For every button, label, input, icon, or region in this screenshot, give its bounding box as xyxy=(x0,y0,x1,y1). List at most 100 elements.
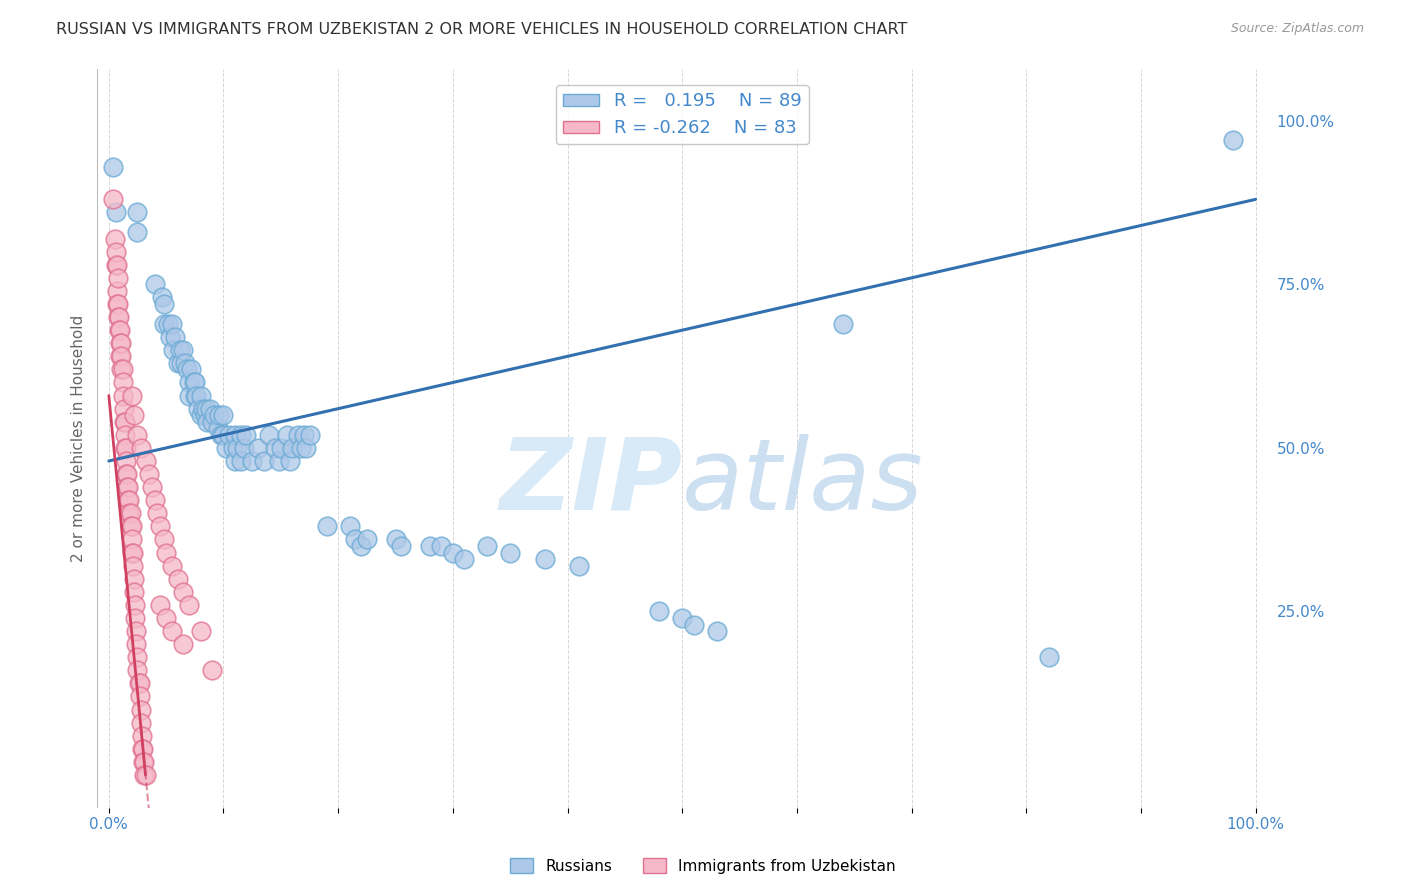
Point xyxy=(187,401,209,416)
Point xyxy=(221,441,243,455)
Point xyxy=(172,584,194,599)
Point xyxy=(287,427,309,442)
Point xyxy=(128,676,150,690)
Point xyxy=(110,362,132,376)
Point xyxy=(246,441,269,455)
Point xyxy=(115,480,138,494)
Point xyxy=(419,539,441,553)
Point xyxy=(122,572,145,586)
Point xyxy=(453,552,475,566)
Point xyxy=(184,388,207,402)
Point xyxy=(166,572,188,586)
Point xyxy=(117,480,139,494)
Point xyxy=(110,323,132,337)
Y-axis label: 2 or more Vehicles in Household: 2 or more Vehicles in Household xyxy=(72,315,86,562)
Point xyxy=(235,427,257,442)
Point xyxy=(270,441,292,455)
Point xyxy=(240,454,263,468)
Point xyxy=(267,454,290,468)
Point xyxy=(118,493,141,508)
Point xyxy=(259,427,281,442)
Point xyxy=(115,441,138,455)
Point xyxy=(122,545,145,559)
Point xyxy=(264,441,287,455)
Point xyxy=(108,310,131,324)
Point xyxy=(172,343,194,357)
Point xyxy=(115,454,138,468)
Point xyxy=(155,611,177,625)
Point xyxy=(229,454,252,468)
Point xyxy=(198,401,221,416)
Point xyxy=(215,441,238,455)
Point xyxy=(149,598,172,612)
Point xyxy=(105,284,128,298)
Point xyxy=(125,637,148,651)
Point xyxy=(117,493,139,508)
Point xyxy=(124,598,146,612)
Point xyxy=(682,617,704,632)
Point xyxy=(110,336,132,351)
Point xyxy=(212,427,235,442)
Point xyxy=(224,454,246,468)
Point xyxy=(112,401,135,416)
Point xyxy=(129,715,152,730)
Point xyxy=(1038,650,1060,665)
Point xyxy=(105,297,128,311)
Point xyxy=(190,388,212,402)
Point xyxy=(110,336,132,351)
Point xyxy=(103,160,125,174)
Point xyxy=(226,441,249,455)
Point xyxy=(177,376,200,390)
Point xyxy=(290,441,312,455)
Point xyxy=(127,663,149,677)
Point xyxy=(229,427,252,442)
Point xyxy=(118,506,141,520)
Point xyxy=(122,584,145,599)
Point xyxy=(356,533,378,547)
Point xyxy=(122,558,145,573)
Point xyxy=(129,441,152,455)
Point xyxy=(134,755,156,769)
Point xyxy=(160,317,183,331)
Point xyxy=(114,427,136,442)
Point xyxy=(276,427,298,442)
Point xyxy=(184,388,207,402)
Point xyxy=(143,493,166,508)
Point xyxy=(170,356,193,370)
Point xyxy=(107,297,129,311)
Point xyxy=(177,598,200,612)
Point xyxy=(176,362,198,376)
Point xyxy=(112,415,135,429)
Point xyxy=(499,545,522,559)
Point xyxy=(194,408,217,422)
Point xyxy=(120,506,142,520)
Point xyxy=(134,454,156,468)
Point xyxy=(315,519,337,533)
Point xyxy=(129,702,152,716)
Point xyxy=(281,441,304,455)
Text: Source: ZipAtlas.com: Source: ZipAtlas.com xyxy=(1230,22,1364,36)
Point xyxy=(430,539,453,553)
Point xyxy=(169,343,191,357)
Legend: Russians, Immigrants from Uzbekistan: Russians, Immigrants from Uzbekistan xyxy=(505,852,901,880)
Point xyxy=(121,388,143,402)
Point xyxy=(121,519,143,533)
Point xyxy=(195,401,218,416)
Point xyxy=(233,441,256,455)
Point xyxy=(350,539,373,553)
Point xyxy=(157,317,180,331)
Point xyxy=(128,676,150,690)
Point xyxy=(132,741,155,756)
Point xyxy=(114,415,136,429)
Point xyxy=(134,768,156,782)
Point xyxy=(107,310,129,324)
Point xyxy=(172,637,194,651)
Point xyxy=(110,349,132,363)
Point xyxy=(344,533,367,547)
Point xyxy=(1222,133,1244,147)
Point xyxy=(295,441,318,455)
Point xyxy=(160,558,183,573)
Point xyxy=(389,539,412,553)
Point xyxy=(212,408,235,422)
Point xyxy=(104,258,127,272)
